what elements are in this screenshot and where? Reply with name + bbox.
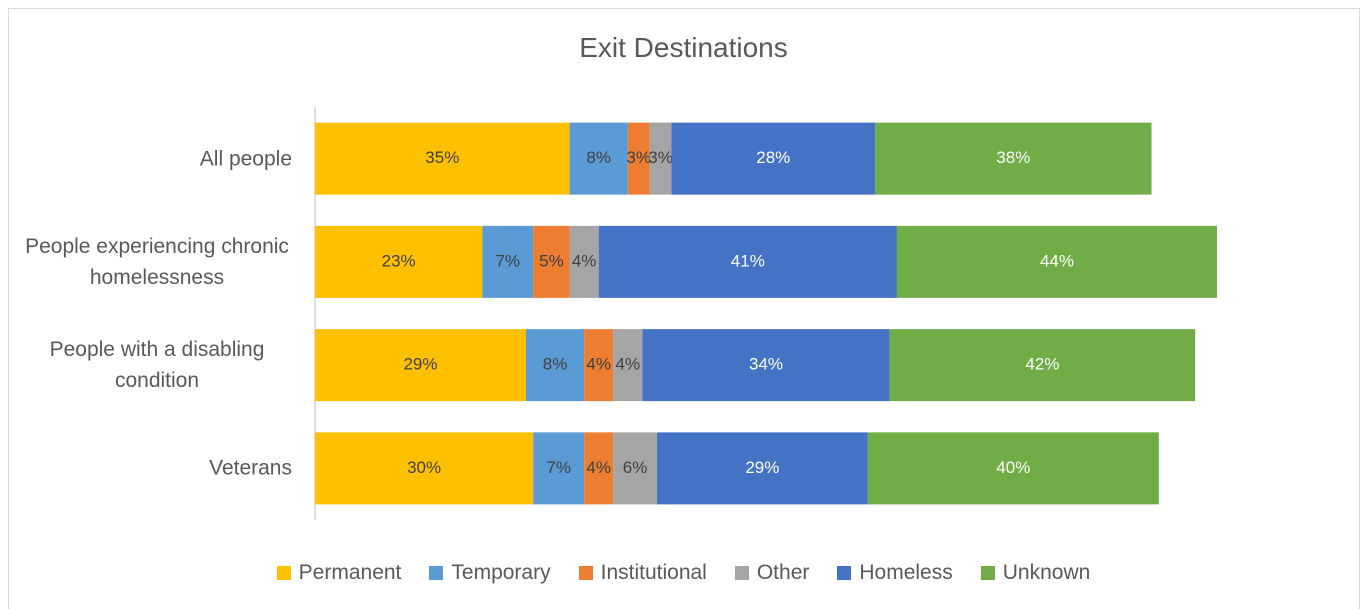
legend-item: Other <box>734 561 810 585</box>
bar-segment <box>525 329 585 402</box>
data-label: 6% <box>623 458 648 477</box>
legend-label: Homeless <box>859 561 953 584</box>
bar-segment <box>656 432 868 505</box>
data-label: 4% <box>572 251 597 270</box>
legend-swatch <box>276 566 291 580</box>
legend-label: Other <box>756 561 810 584</box>
bar-segment <box>533 432 585 505</box>
data-label: 41% <box>731 251 765 270</box>
data-label: 8% <box>543 355 568 374</box>
bar-segment <box>569 225 599 298</box>
data-label: 29% <box>403 355 437 374</box>
bar-segment <box>315 329 526 402</box>
data-label: 3% <box>648 148 673 167</box>
bar-segment <box>896 225 1217 298</box>
bar-segment <box>867 432 1159 505</box>
data-label: 4% <box>586 458 611 477</box>
bar-segment <box>642 329 890 402</box>
bar-segment <box>613 432 657 505</box>
data-label: 42% <box>1025 355 1059 374</box>
data-label: 30% <box>407 458 441 477</box>
legend-swatch <box>734 566 749 580</box>
legend-item: Temporary <box>429 561 551 585</box>
data-label: 29% <box>745 458 779 477</box>
legend-swatch <box>578 566 593 580</box>
bar-segment <box>875 122 1152 195</box>
data-label: 40% <box>996 458 1030 477</box>
bar-segment <box>671 122 876 195</box>
chart-title: Exit Destinations <box>579 32 788 63</box>
data-label: 28% <box>756 148 790 167</box>
legend-label: Permanent <box>298 561 402 584</box>
category-label: All people <box>199 147 292 171</box>
legend-label: Temporary <box>451 561 551 584</box>
legend-swatch <box>837 566 852 580</box>
legend: Permanent Temporary Institutional Other Home… <box>0 561 1367 585</box>
legend-item: Unknown <box>980 561 1091 585</box>
data-label: 7% <box>495 251 520 270</box>
bar-segment <box>533 225 570 298</box>
bar-segment <box>613 329 643 402</box>
bar-segment <box>627 122 650 195</box>
data-label: 23% <box>382 251 416 270</box>
bar-segment <box>889 329 1196 402</box>
bar-segment <box>598 225 897 298</box>
data-label: 4% <box>586 355 611 374</box>
data-label: 44% <box>1040 251 1074 270</box>
legend-item: Permanent <box>276 561 402 585</box>
category-label: People experiencing chronic homelessness <box>25 234 289 289</box>
chart-frame <box>8 8 1360 609</box>
category-label: Veterans <box>209 456 292 480</box>
bar-segment <box>315 225 483 298</box>
bar-segment <box>482 225 534 298</box>
bar-segment <box>584 329 614 402</box>
legend-label: Institutional <box>600 561 707 584</box>
bar-segment <box>569 122 628 195</box>
bar-segment <box>315 432 534 505</box>
data-label: 3% <box>626 148 651 167</box>
data-label: 8% <box>586 148 611 167</box>
data-label: 7% <box>546 458 571 477</box>
bar-segment <box>584 432 614 505</box>
data-label: 5% <box>539 251 564 270</box>
data-label: 38% <box>996 148 1030 167</box>
legend-swatch <box>980 566 995 580</box>
category-label: People with a disabling condition <box>49 338 265 393</box>
data-label: 35% <box>425 148 459 167</box>
bar-segment <box>315 122 570 195</box>
data-label: 34% <box>749 355 783 374</box>
bar-segment <box>649 122 672 195</box>
legend-label: Unknown <box>1002 561 1091 584</box>
legend-swatch <box>429 566 444 580</box>
data-label: 4% <box>616 355 641 374</box>
legend-item: Institutional <box>578 561 707 585</box>
legend-item: Homeless <box>837 561 953 585</box>
